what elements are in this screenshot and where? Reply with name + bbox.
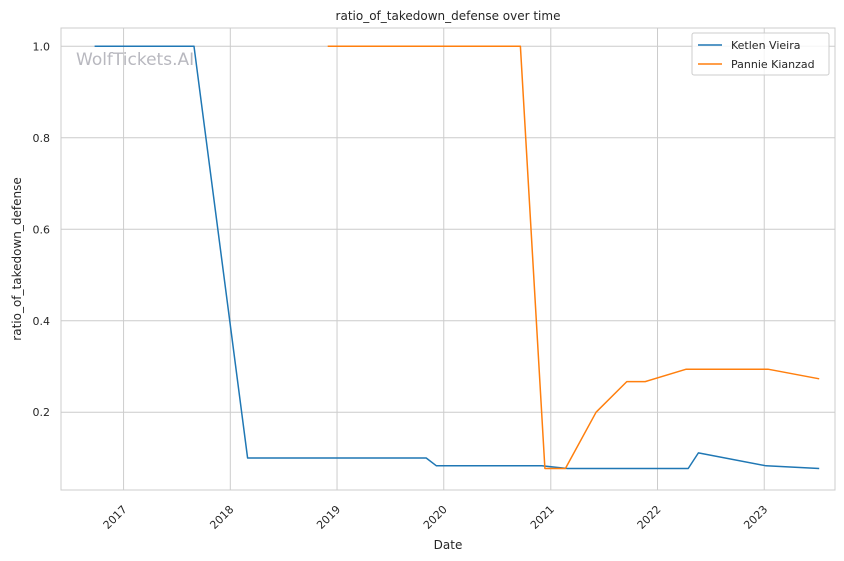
y-axis-label: ratio_of_takedown_defense [10, 177, 24, 340]
plot-area [60, 27, 836, 491]
chart-title: ratio_of_takedown_defense over time [336, 9, 561, 23]
series-lines [94, 45, 820, 470]
legend-label-ketlen-vieira: Ketlen Vieira [731, 39, 800, 52]
y-tick-label: 0.4 [33, 315, 51, 328]
series-line-ketlen-vieira [94, 45, 820, 470]
y-tick-label: 0.6 [33, 223, 51, 236]
y-tick-label: 0.8 [33, 132, 51, 145]
series-line-pannie-kianzad [327, 45, 820, 470]
y-tick-label: 1.0 [33, 40, 51, 53]
legend: Ketlen Vieira Pannie Kianzad [691, 32, 830, 76]
watermark-text: WolfTickets.AI [76, 50, 194, 70]
legend-label-pannie-kianzad: Pannie Kianzad [731, 58, 815, 71]
y-tick-label: 0.2 [33, 406, 51, 419]
legend-box [691, 32, 830, 76]
x-axis-label: Date [434, 538, 463, 552]
